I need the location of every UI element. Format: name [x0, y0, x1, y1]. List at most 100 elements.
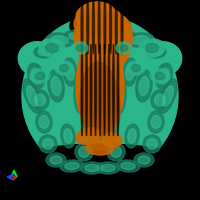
Ellipse shape: [74, 14, 110, 58]
Ellipse shape: [101, 164, 115, 172]
Ellipse shape: [81, 0, 83, 54]
Ellipse shape: [39, 39, 65, 57]
Ellipse shape: [125, 124, 139, 148]
Ellipse shape: [115, 0, 117, 54]
Ellipse shape: [27, 86, 37, 106]
Ellipse shape: [163, 86, 173, 106]
Ellipse shape: [150, 48, 162, 56]
Ellipse shape: [76, 85, 84, 107]
Ellipse shape: [46, 153, 66, 167]
Ellipse shape: [104, 44, 105, 136]
Ellipse shape: [148, 111, 164, 133]
Ellipse shape: [76, 2, 116, 30]
Ellipse shape: [136, 70, 152, 102]
Ellipse shape: [117, 32, 131, 40]
Ellipse shape: [139, 76, 149, 96]
Ellipse shape: [10, 144, 190, 184]
Ellipse shape: [86, 141, 114, 155]
Ellipse shape: [112, 30, 136, 42]
Ellipse shape: [159, 79, 177, 113]
Ellipse shape: [155, 72, 165, 80]
Ellipse shape: [113, 44, 114, 136]
Ellipse shape: [110, 0, 112, 54]
Ellipse shape: [43, 139, 53, 149]
Ellipse shape: [75, 143, 93, 161]
Ellipse shape: [132, 64, 140, 72]
Ellipse shape: [139, 39, 165, 57]
Ellipse shape: [94, 8, 122, 32]
Ellipse shape: [72, 42, 88, 54]
Ellipse shape: [90, 44, 92, 136]
Ellipse shape: [31, 68, 41, 84]
Ellipse shape: [151, 115, 161, 129]
Ellipse shape: [156, 63, 172, 89]
Ellipse shape: [100, 14, 132, 50]
Ellipse shape: [46, 43, 58, 53]
Ellipse shape: [85, 164, 99, 172]
Ellipse shape: [74, 78, 86, 114]
Ellipse shape: [80, 62, 120, 150]
Ellipse shape: [80, 162, 104, 174]
Ellipse shape: [116, 85, 124, 107]
Ellipse shape: [114, 78, 126, 114]
Ellipse shape: [76, 36, 124, 136]
Ellipse shape: [127, 61, 145, 75]
Ellipse shape: [69, 32, 83, 40]
Ellipse shape: [18, 42, 62, 78]
Ellipse shape: [61, 124, 75, 148]
Ellipse shape: [147, 139, 157, 149]
Ellipse shape: [121, 0, 123, 54]
Ellipse shape: [60, 64, 68, 72]
Ellipse shape: [74, 14, 94, 34]
Ellipse shape: [121, 162, 135, 170]
Ellipse shape: [92, 0, 94, 54]
Ellipse shape: [81, 44, 83, 136]
Ellipse shape: [30, 69, 50, 83]
Ellipse shape: [31, 90, 49, 110]
Ellipse shape: [46, 33, 74, 47]
Ellipse shape: [35, 72, 45, 80]
Ellipse shape: [23, 79, 41, 113]
Ellipse shape: [60, 160, 84, 172]
Ellipse shape: [116, 42, 132, 54]
Ellipse shape: [138, 156, 150, 164]
Ellipse shape: [86, 44, 87, 136]
Ellipse shape: [51, 76, 61, 96]
Ellipse shape: [134, 153, 154, 167]
Ellipse shape: [65, 162, 79, 170]
Ellipse shape: [116, 160, 140, 172]
Ellipse shape: [87, 0, 89, 54]
Ellipse shape: [76, 8, 132, 72]
Ellipse shape: [111, 147, 121, 157]
Ellipse shape: [98, 0, 100, 54]
Ellipse shape: [155, 94, 165, 106]
Ellipse shape: [159, 68, 169, 84]
Ellipse shape: [117, 44, 119, 136]
Ellipse shape: [48, 70, 64, 102]
Ellipse shape: [102, 133, 122, 147]
Ellipse shape: [35, 94, 45, 106]
Ellipse shape: [63, 58, 77, 86]
Ellipse shape: [107, 143, 125, 161]
Ellipse shape: [128, 129, 136, 143]
Ellipse shape: [36, 111, 52, 133]
Ellipse shape: [38, 48, 50, 56]
Ellipse shape: [146, 46, 166, 58]
Ellipse shape: [64, 129, 72, 143]
Ellipse shape: [28, 63, 44, 89]
Ellipse shape: [76, 45, 84, 51]
Ellipse shape: [22, 16, 178, 176]
Ellipse shape: [55, 61, 73, 75]
Ellipse shape: [120, 45, 128, 51]
Ellipse shape: [146, 43, 158, 53]
Ellipse shape: [108, 44, 110, 136]
Ellipse shape: [123, 58, 137, 86]
Ellipse shape: [132, 36, 148, 44]
Ellipse shape: [150, 69, 170, 83]
Ellipse shape: [151, 90, 169, 110]
Ellipse shape: [50, 156, 62, 164]
Ellipse shape: [126, 64, 134, 80]
Ellipse shape: [138, 42, 182, 78]
Ellipse shape: [95, 44, 96, 136]
Ellipse shape: [143, 135, 161, 153]
